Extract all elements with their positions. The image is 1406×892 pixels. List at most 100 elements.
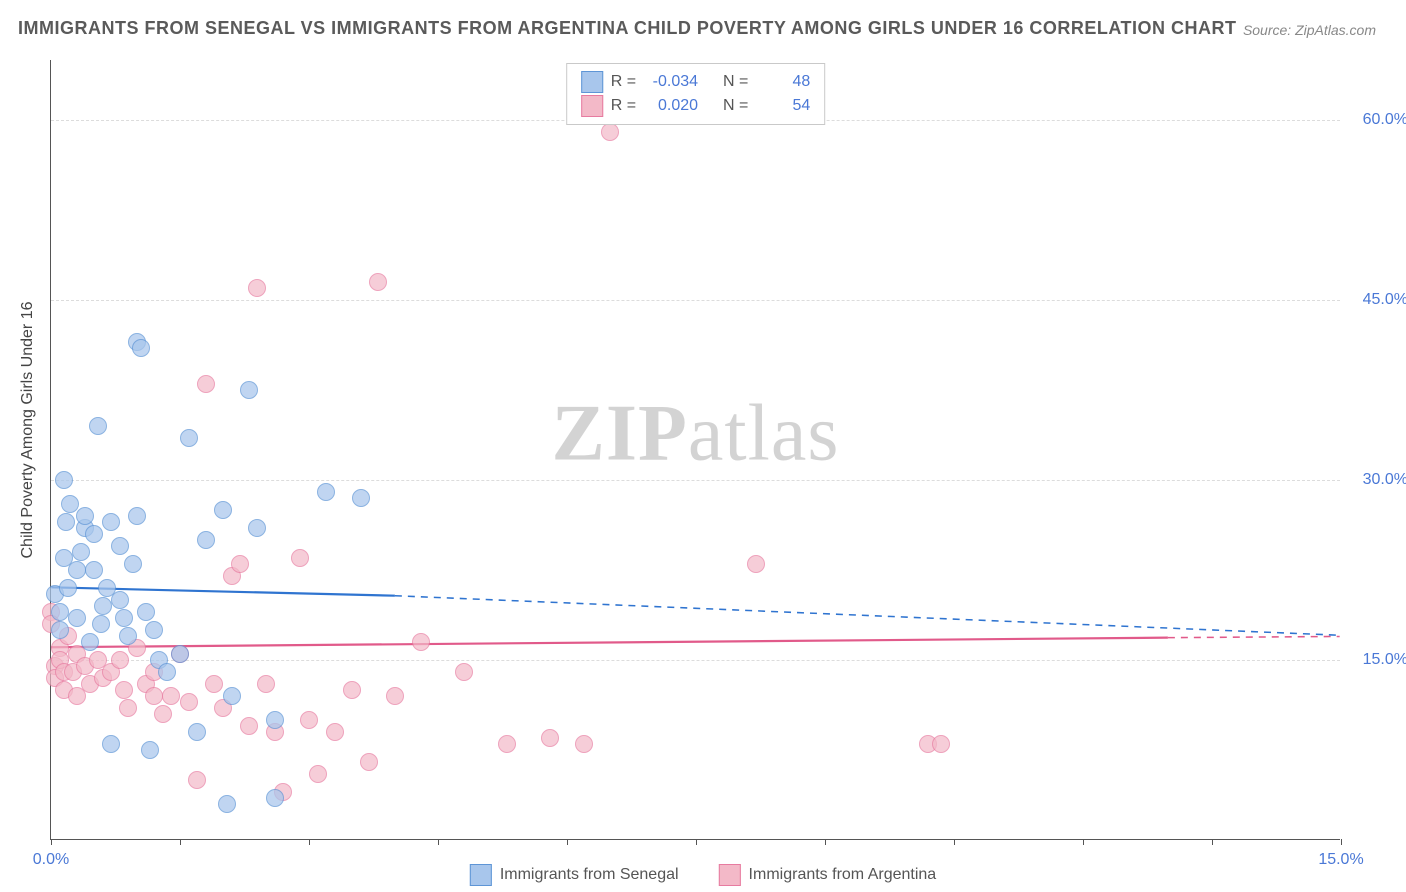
ytick-label: 45.0% — [1363, 291, 1406, 309]
argentina-point — [541, 729, 559, 747]
xtick — [954, 839, 955, 845]
argentina-point — [145, 687, 163, 705]
senegal-point — [188, 723, 206, 741]
xtick-label: 0.0% — [33, 851, 69, 869]
senegal-point — [132, 339, 150, 357]
legend-row-senegal: R = -0.034 N = 48 — [581, 70, 811, 94]
senegal-point — [59, 579, 77, 597]
argentina-point — [369, 273, 387, 291]
legend-row-argentina: R = 0.020 N = 54 — [581, 94, 811, 118]
senegal-point — [51, 621, 69, 639]
argentina-point — [300, 711, 318, 729]
senegal-point — [51, 603, 69, 621]
argentina-point — [240, 717, 258, 735]
argentina-point — [412, 633, 430, 651]
argentina-point — [360, 753, 378, 771]
argentina-point — [386, 687, 404, 705]
senegal-point — [352, 489, 370, 507]
legend-argentina-label: Immigrants from Argentina — [749, 866, 937, 884]
argentina-point — [455, 663, 473, 681]
senegal-point — [240, 381, 258, 399]
gridline-h — [51, 660, 1340, 661]
argentina-point — [601, 123, 619, 141]
y-axis-label: Child Poverty Among Girls Under 16 — [19, 302, 37, 559]
senegal-point — [266, 711, 284, 729]
xtick — [825, 839, 826, 845]
legend-R-label: R = — [611, 70, 636, 94]
senegal-point — [137, 603, 155, 621]
senegal-point — [214, 501, 232, 519]
xtick — [567, 839, 568, 845]
gridline-h — [51, 480, 1340, 481]
chart-title: IMMIGRANTS FROM SENEGAL VS IMMIGRANTS FR… — [18, 18, 1237, 39]
senegal-point — [119, 627, 137, 645]
xtick — [1341, 839, 1342, 845]
argentina-point — [111, 651, 129, 669]
senegal-point — [158, 663, 176, 681]
senegal-point — [266, 789, 284, 807]
argentina-point — [205, 675, 223, 693]
argentina-point — [248, 279, 266, 297]
ytick-label: 30.0% — [1363, 471, 1406, 489]
senegal-point — [72, 543, 90, 561]
legend-senegal-label: Immigrants from Senegal — [500, 866, 679, 884]
senegal-point — [223, 687, 241, 705]
senegal-point — [218, 795, 236, 813]
senegal-point — [141, 741, 159, 759]
ytick-label: 60.0% — [1363, 111, 1406, 129]
senegal-point — [57, 513, 75, 531]
xtick — [696, 839, 697, 845]
series-legend: Immigrants from Senegal Immigrants from … — [470, 864, 936, 886]
argentina-point — [119, 699, 137, 717]
xtick — [1212, 839, 1213, 845]
senegal-point — [76, 507, 94, 525]
legend-N-label: N = — [723, 70, 748, 94]
argentina-point — [498, 735, 516, 753]
senegal-point — [94, 597, 112, 615]
senegal-point — [171, 645, 189, 663]
xtick — [438, 839, 439, 845]
correlation-legend: R = -0.034 N = 48 R = 0.020 N = 54 — [566, 63, 826, 125]
senegal-point — [102, 513, 120, 531]
senegal-point — [102, 735, 120, 753]
senegal-point — [61, 495, 79, 513]
argentina-point — [575, 735, 593, 753]
senegal-point — [68, 609, 86, 627]
legend-senegal-N: 48 — [756, 70, 810, 94]
legend-N-label: N = — [723, 94, 748, 118]
argentina-point — [343, 681, 361, 699]
senegal-point — [81, 633, 99, 651]
legend-R-label: R = — [611, 94, 636, 118]
senegal-point — [55, 471, 73, 489]
gridline-h — [51, 300, 1340, 301]
senegal-point — [248, 519, 266, 537]
argentina-point — [154, 705, 172, 723]
xtick-label: 15.0% — [1318, 851, 1363, 869]
argentina-point — [257, 675, 275, 693]
argentina-point — [115, 681, 133, 699]
senegal-point — [197, 531, 215, 549]
argentina-point — [326, 723, 344, 741]
swatch-senegal-icon — [470, 864, 492, 886]
senegal-point — [111, 591, 129, 609]
senegal-point — [85, 561, 103, 579]
legend-item-argentina: Immigrants from Argentina — [719, 864, 937, 886]
xtick — [1083, 839, 1084, 845]
legend-argentina-N: 54 — [756, 94, 810, 118]
senegal-point — [111, 537, 129, 555]
legend-argentina-R: 0.020 — [644, 94, 698, 118]
senegal-point — [124, 555, 142, 573]
senegal-point — [128, 507, 146, 525]
senegal-point — [85, 525, 103, 543]
xtick — [51, 839, 52, 845]
argentina-point — [162, 687, 180, 705]
scatter-plot-area: ZIPatlas R = -0.034 N = 48 R = 0.020 N =… — [50, 60, 1340, 840]
senegal-point — [180, 429, 198, 447]
argentina-point — [188, 771, 206, 789]
swatch-senegal — [581, 71, 603, 93]
argentina-point — [932, 735, 950, 753]
senegal-point — [68, 561, 86, 579]
argentina-point — [747, 555, 765, 573]
legend-senegal-R: -0.034 — [644, 70, 698, 94]
senegal-point — [115, 609, 133, 627]
